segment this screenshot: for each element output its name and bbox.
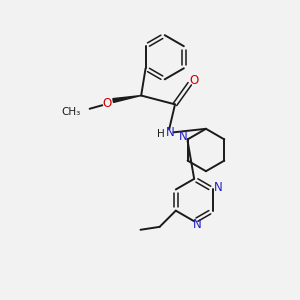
Text: N: N	[193, 218, 202, 231]
Text: H: H	[157, 129, 165, 139]
Polygon shape	[113, 95, 141, 102]
Text: N: N	[179, 130, 188, 143]
Text: CH₃: CH₃	[61, 107, 81, 117]
Text: O: O	[190, 74, 199, 87]
Text: O: O	[103, 97, 112, 110]
Text: N: N	[214, 182, 222, 194]
Text: N: N	[166, 126, 175, 139]
